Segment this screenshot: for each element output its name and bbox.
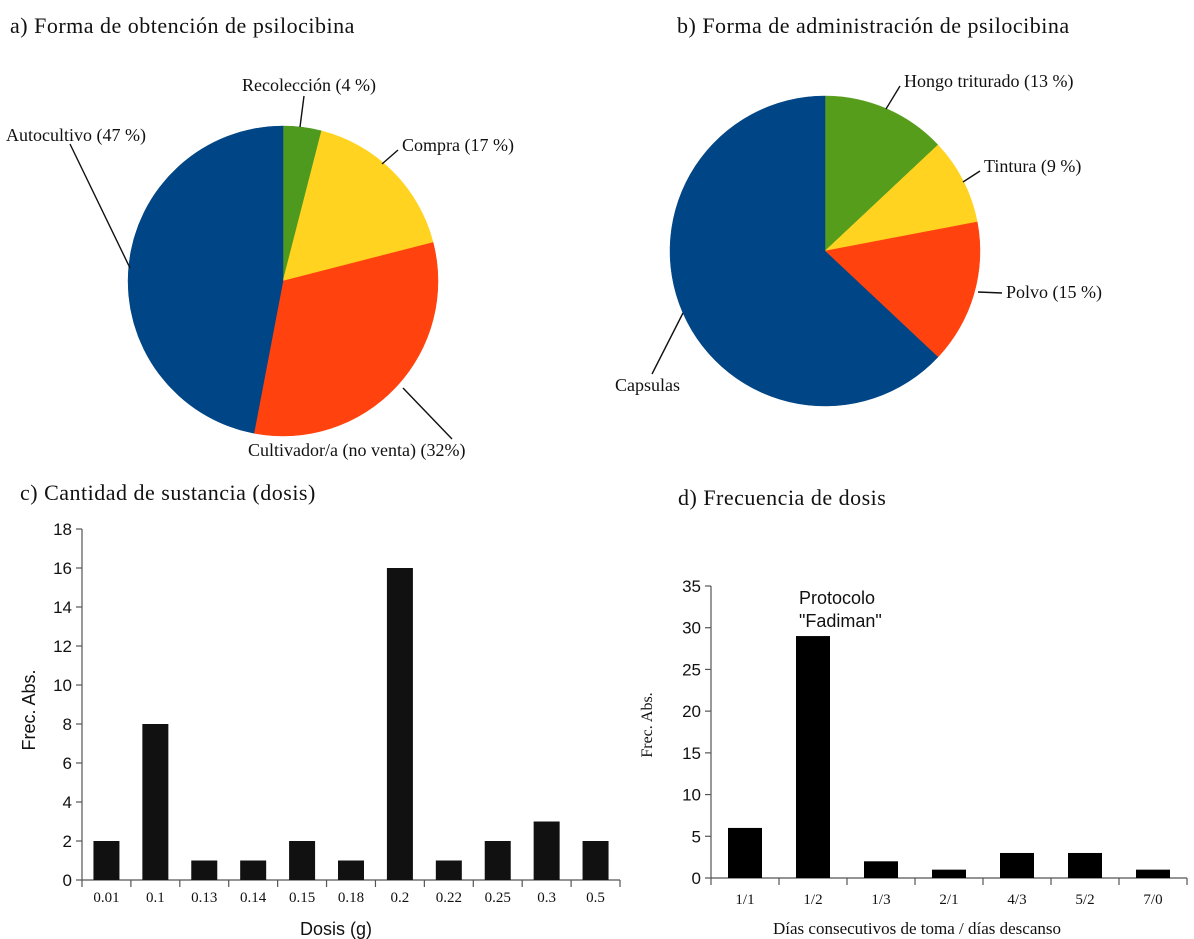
panel-d: d) Frecuencia de dosis Frec. Abs. Días c… bbox=[639, 485, 1188, 938]
pie-a-labels: Recolección (4 %) Compra (17 %) Cultivad… bbox=[6, 75, 514, 461]
bars-d-xtick-1-1: 1/1 bbox=[735, 892, 754, 908]
pie-b-slice-3 bbox=[824, 221, 981, 358]
bars-c-bar-0-5 bbox=[582, 841, 609, 880]
pie-b-label-hongo: Hongo triturado (13 %) bbox=[904, 71, 1073, 92]
bars-c-bar-0-22 bbox=[435, 860, 462, 880]
bars-c-xtick-0-14: 0.14 bbox=[240, 890, 267, 906]
bars-d-ytick-35: 35 bbox=[682, 577, 701, 596]
bars-d-bar-7-0 bbox=[1136, 869, 1170, 878]
pie-b-label-capsulas: Capsulas bbox=[615, 375, 680, 395]
pie-b-label-tintura: Tintura (9 %) bbox=[984, 156, 1081, 177]
panel-a-title: a) Forma de obtención de psilocibina bbox=[10, 13, 355, 38]
bars-d-xtick-1-3: 1/3 bbox=[871, 892, 890, 908]
bars-c-xtick-0-2: 0.2 bbox=[391, 890, 410, 906]
bars-c-bar-0-13 bbox=[191, 860, 218, 880]
bars-c-bar-0-14 bbox=[240, 860, 267, 880]
bars-c-bar-0-25 bbox=[484, 841, 511, 880]
bars-d-xtick-7-0: 7/0 bbox=[1143, 892, 1162, 908]
leader-cultivador bbox=[402, 387, 453, 440]
pie-b-labels: Hongo triturado (13 %) Tintura (9 %) Pol… bbox=[615, 71, 1102, 395]
leader-recoleccion bbox=[299, 95, 305, 128]
bars-c-bar-0-15 bbox=[289, 841, 316, 880]
panel-d-xlabel: Días consecutivos de toma / días descans… bbox=[773, 919, 1061, 938]
panel-c-ylabel: Frec. Abs. bbox=[19, 669, 39, 750]
bars-d-xtick-5-2: 5/2 bbox=[1075, 892, 1094, 908]
bars-d-bar-2-1 bbox=[932, 869, 966, 878]
bars-c-bar-0-2 bbox=[386, 568, 413, 880]
bars-d-ytick-20: 20 bbox=[682, 702, 701, 721]
bars-d-ytick-0: 0 bbox=[692, 869, 701, 888]
pie-b bbox=[669, 95, 981, 407]
bars-c-ytick-2: 2 bbox=[63, 832, 72, 851]
panel-d-ylabel: Frec. Abs. bbox=[639, 692, 656, 757]
bars-c-xtick-0-15: 0.15 bbox=[289, 890, 315, 906]
pie-a-label-compra: Compra (17 %) bbox=[402, 135, 514, 156]
bars-d-xtick-2-1: 2/1 bbox=[939, 892, 958, 908]
leader-polvo bbox=[977, 291, 1003, 294]
bars-d: 0 5 10 15 20 25 30 35 1/1 1/2 1/3 2/1 4/3 5/2 7/0 bbox=[682, 577, 1188, 908]
pie-a bbox=[127, 125, 439, 437]
bars-c-bar-0-1 bbox=[142, 724, 169, 880]
bars-d-xtick-1-2: 1/2 bbox=[803, 892, 822, 908]
bars-d-bar-1-1 bbox=[728, 827, 762, 878]
fadiman-annotation-line1: Protocolo bbox=[799, 588, 875, 608]
bars-c-xtick-0-18: 0.18 bbox=[338, 890, 364, 906]
bars-d-xtick-4-3: 4/3 bbox=[1007, 892, 1026, 908]
bars-c-ytick-0: 0 bbox=[63, 871, 72, 890]
leader-autocultivo bbox=[69, 143, 131, 269]
leader-hongo bbox=[885, 85, 901, 110]
pie-a-slice-4 bbox=[127, 125, 284, 434]
bars-d-bar-1-2 bbox=[796, 636, 830, 878]
bars-c-ytick-4: 4 bbox=[63, 793, 72, 812]
bars-c-xtick-0-01: 0.01 bbox=[93, 890, 119, 906]
bars-c-ytick-12: 12 bbox=[53, 637, 72, 656]
bars-d-bar-5-2 bbox=[1068, 852, 1102, 878]
pie-b-slice-4 bbox=[669, 95, 939, 407]
bars-c-ytick-18: 18 bbox=[53, 520, 72, 539]
bars-c: 0 2 4 6 8 10 12 14 16 18 0.01 0.1 0.13 0.14 0.15 0.18 0.… bbox=[53, 520, 621, 906]
leader-tintura bbox=[962, 170, 981, 183]
panel-b: b) Forma de administración de psilocibin… bbox=[615, 13, 1102, 407]
pie-b-label-polvo: Polvo (15 %) bbox=[1006, 282, 1102, 303]
pie-a-label-cultivador: Cultivador/a (no venta) (32%) bbox=[248, 440, 465, 461]
pie-a-label-recoleccion: Recolección (4 %) bbox=[242, 75, 376, 96]
bars-c-ytick-16: 16 bbox=[53, 559, 72, 578]
bars-c-xtick-0-13: 0.13 bbox=[191, 890, 217, 906]
bars-d-bar-1-3 bbox=[864, 861, 898, 878]
bars-c-xtick-0-25: 0.25 bbox=[485, 890, 511, 906]
bars-c-ytick-14: 14 bbox=[53, 598, 72, 617]
bars-c-bar-0-01 bbox=[93, 841, 120, 880]
panel-c-xlabel: Dosis (g) bbox=[300, 919, 372, 939]
bars-c-xtick-0-5: 0.5 bbox=[586, 890, 605, 906]
bars-d-ytick-25: 25 bbox=[682, 660, 701, 679]
pie-b-slice-2 bbox=[824, 144, 978, 252]
bars-c-ytick-6: 6 bbox=[63, 754, 72, 773]
bars-d-bar-4-3 bbox=[1000, 852, 1034, 878]
bars-c-xtick-0-1: 0.1 bbox=[146, 890, 165, 906]
bars-c-bar-0-3 bbox=[533, 821, 560, 880]
leader-compra bbox=[381, 149, 399, 165]
bars-d-ytick-5: 5 bbox=[692, 827, 701, 846]
bars-c-bar-0-18 bbox=[338, 860, 364, 880]
fadiman-annotation-line2: "Fadiman" bbox=[799, 611, 882, 631]
bars-d-ytick-30: 30 bbox=[682, 619, 701, 638]
bars-c-ytick-8: 8 bbox=[63, 715, 72, 734]
pie-a-slice-2 bbox=[282, 130, 434, 282]
bars-d-ytick-15: 15 bbox=[682, 744, 701, 763]
leader-capsulas bbox=[651, 312, 684, 375]
bars-c-ytick-10: 10 bbox=[53, 676, 72, 695]
panel-a: a) Forma de obtención de psilocibina Rec… bbox=[6, 13, 514, 461]
panel-c-title: c) Cantidad de sustancia (dosis) bbox=[20, 480, 316, 505]
bars-c-xtick-0-22: 0.22 bbox=[436, 890, 462, 906]
panel-b-title: b) Forma de administración de psilocibin… bbox=[677, 13, 1070, 38]
pie-a-slice-3 bbox=[253, 242, 439, 437]
bars-c-xtick-0-3: 0.3 bbox=[537, 890, 556, 906]
panel-d-title: d) Frecuencia de dosis bbox=[678, 485, 886, 510]
panel-c: c) Cantidad de sustancia (dosis) Frec. A… bbox=[19, 480, 621, 939]
bars-d-ytick-10: 10 bbox=[682, 786, 701, 805]
pie-a-label-autocultivo: Autocultivo (47 %) bbox=[6, 125, 146, 146]
